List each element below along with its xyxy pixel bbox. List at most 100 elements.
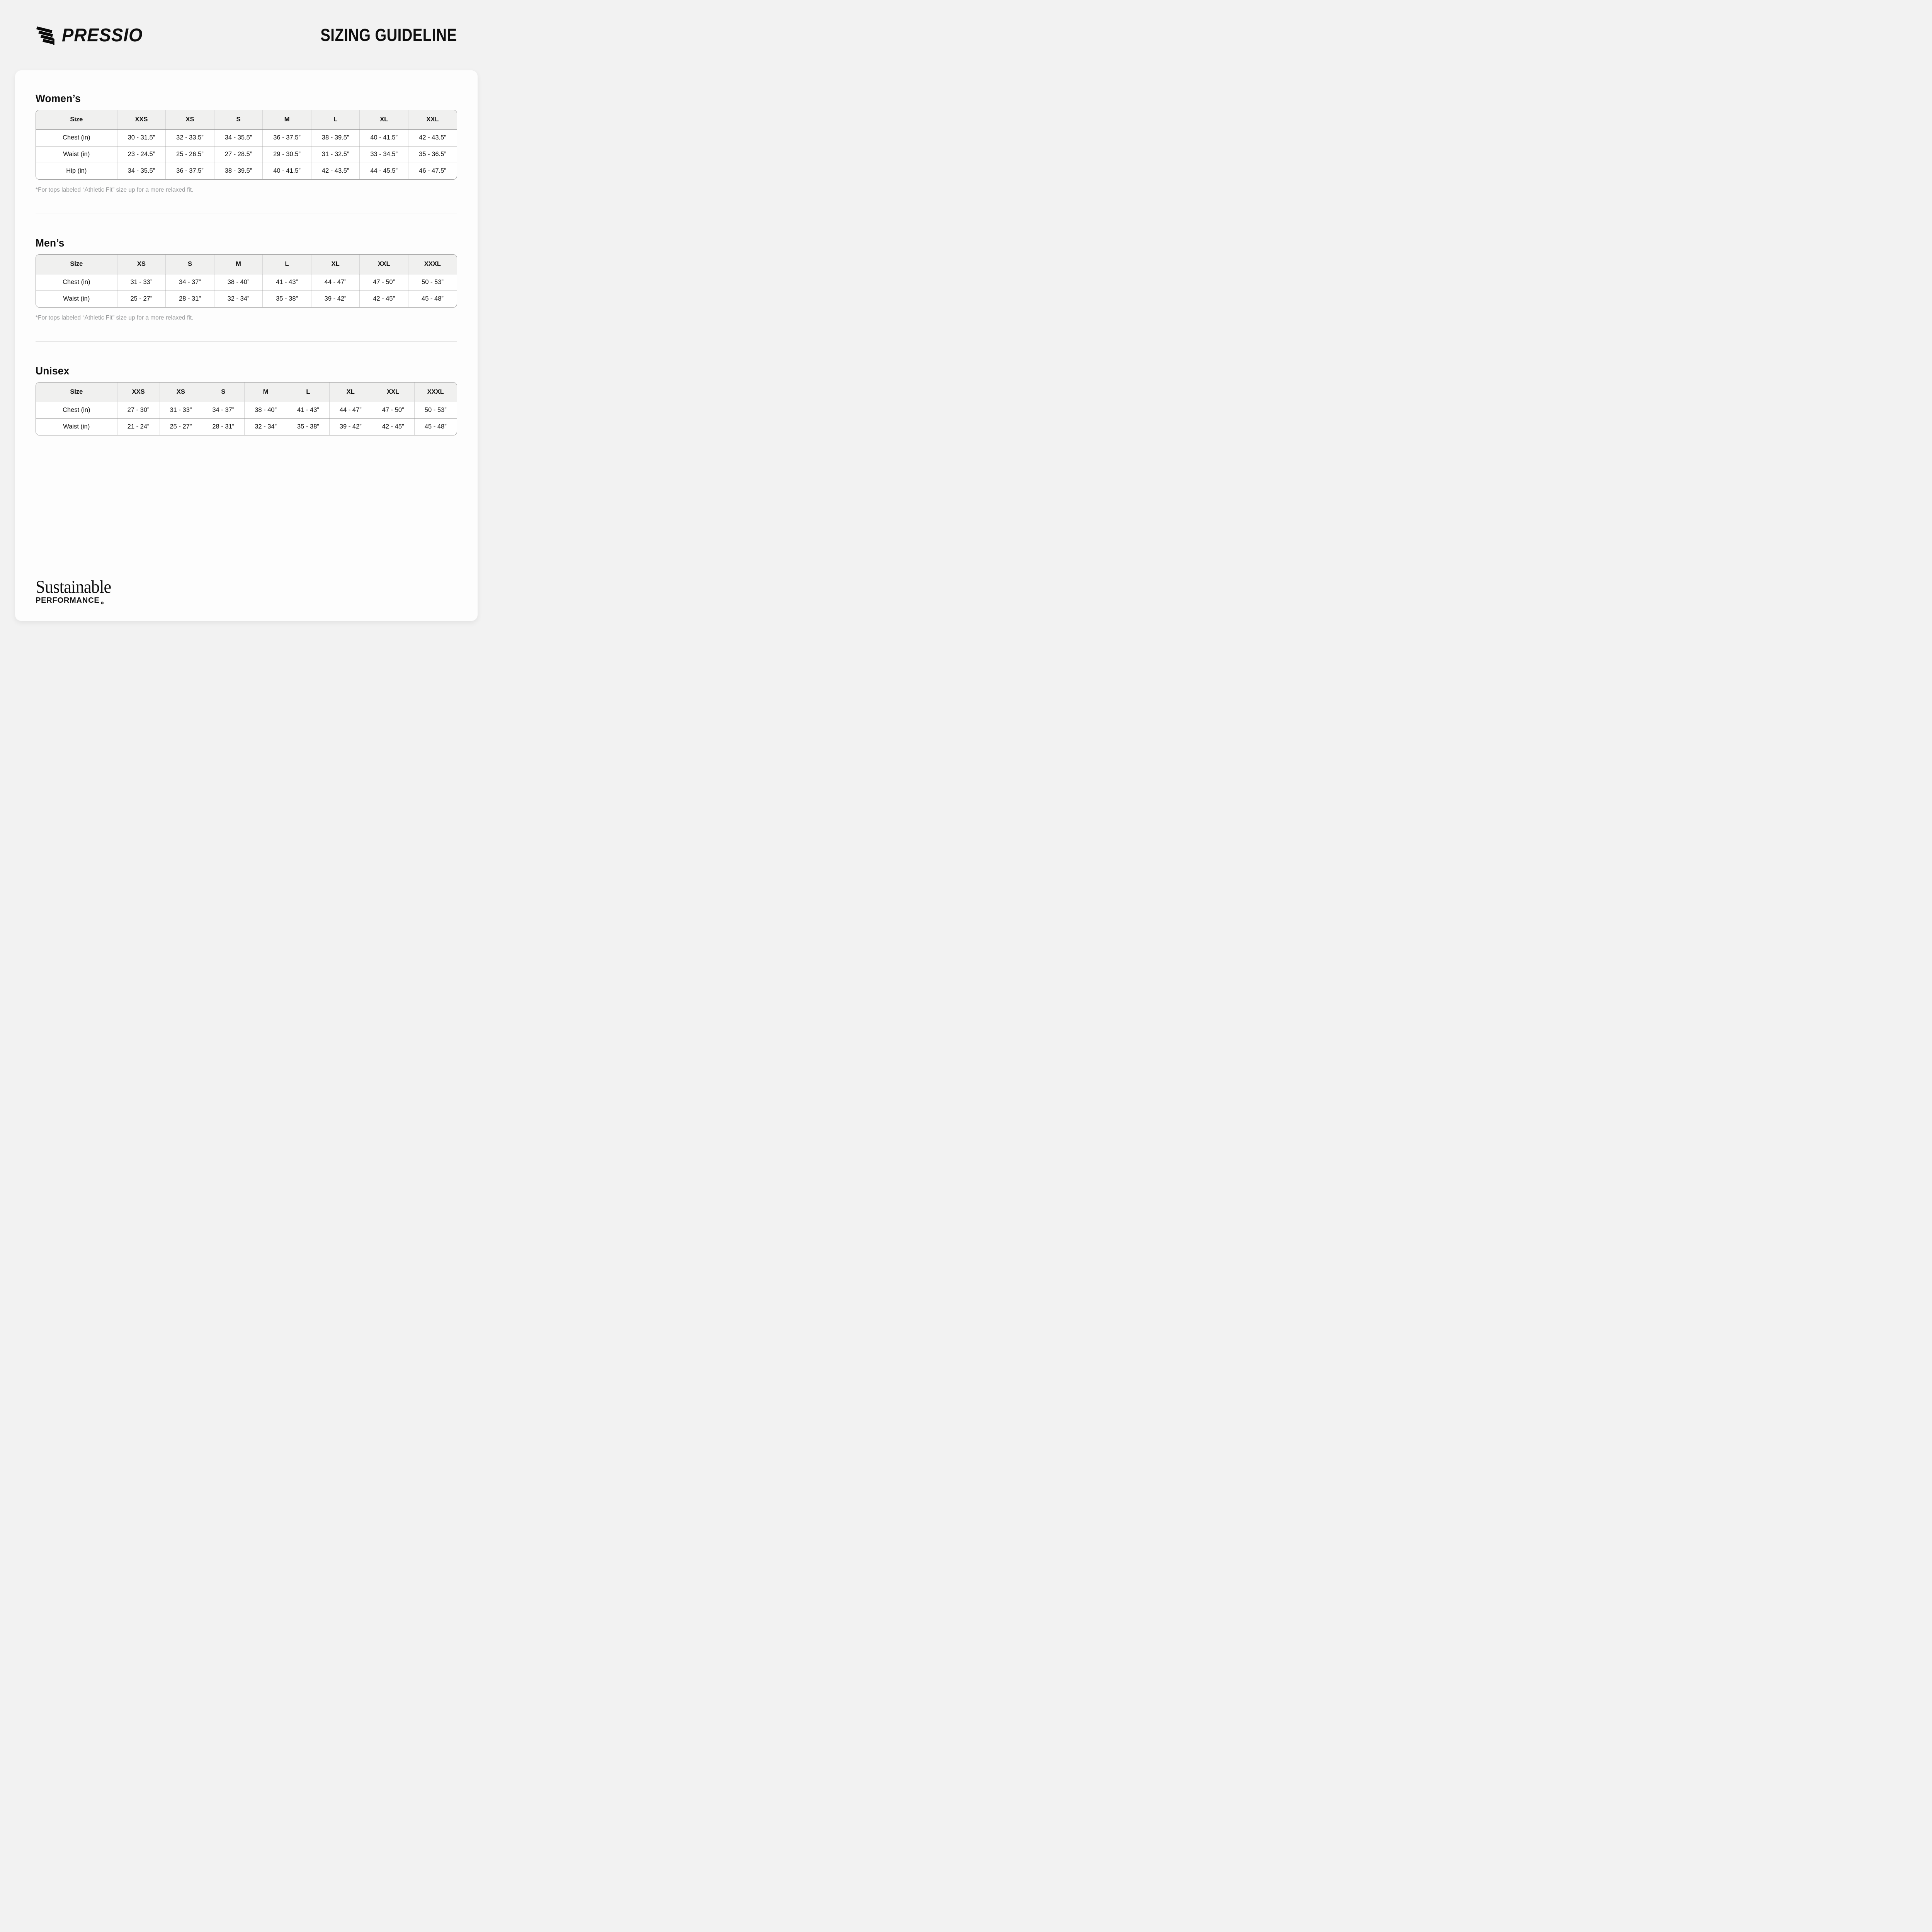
- table-row: Waist (in) 21 - 24” 25 - 27” 28 - 31” 32 - 3…: [36, 418, 457, 435]
- section-heading: Women’s: [36, 92, 81, 104]
- size-value: 28 - 31”: [202, 418, 245, 435]
- page-header: PRESSIO SIZING GUIDELINE: [0, 0, 493, 70]
- size-value: 32 - 34”: [214, 291, 263, 307]
- column-header: XXL: [408, 110, 457, 130]
- size-value: 25 - 27”: [160, 418, 202, 435]
- size-value: 25 - 27”: [117, 291, 166, 307]
- size-value: 34 - 35.5”: [214, 129, 263, 146]
- size-value: 44 - 45.5”: [359, 163, 408, 179]
- section-womens: Women’s Size XXS XS S M L XL XXL Chest (in) 30 - …: [36, 92, 457, 194]
- size-value: 50 - 53”: [414, 402, 457, 419]
- size-value: 42 - 43.5”: [311, 163, 360, 179]
- size-value: 35 - 38”: [287, 418, 330, 435]
- section-unisex: Unisex Size XXS XS S M L XL XXL XXXL Chest (in) 27…: [36, 364, 457, 435]
- size-value: 21 - 24”: [117, 418, 160, 435]
- circle-mark-icon: [101, 602, 104, 604]
- size-value: 30 - 31.5”: [117, 129, 166, 146]
- size-value: 42 - 45”: [372, 418, 415, 435]
- column-header: S: [202, 383, 245, 402]
- column-header: XS: [165, 110, 214, 130]
- column-header: XS: [160, 383, 202, 402]
- size-value: 35 - 38”: [262, 291, 311, 307]
- size-value: 35 - 36.5”: [408, 146, 457, 163]
- column-header: Size: [36, 383, 117, 402]
- sizing-table-mens: Size XS S M L XL XXL XXXL Chest (in) 31 - 33” 34 -…: [36, 254, 457, 308]
- size-value: 44 - 47”: [311, 274, 360, 291]
- column-header: Size: [36, 255, 117, 274]
- column-header: XXXL: [414, 383, 457, 402]
- size-value: 34 - 37”: [202, 402, 245, 419]
- footnote: *For tops labeled “Athletic Fit” size up…: [36, 187, 194, 193]
- size-value: 27 - 28.5”: [214, 146, 263, 163]
- table-row: Chest (in) 31 - 33” 34 - 37” 38 - 40” 41 - 4…: [36, 274, 457, 291]
- page-title: SIZING GUIDELINE: [320, 25, 457, 45]
- size-value: 25 - 26.5”: [165, 146, 214, 163]
- size-value: 47 - 50”: [372, 402, 415, 419]
- section-mens: Men’s Size XS S M L XL XXL XXXL Chest (in) 31 - 3…: [36, 236, 457, 322]
- size-value: 41 - 43”: [287, 402, 330, 419]
- sizing-table-unisex: Size XXS XS S M L XL XXL XXXL Chest (in) 27 - 30” 3…: [36, 382, 457, 435]
- sizing-table-womens: Size XXS XS S M L XL XXL Chest (in) 30 - 31.5” 32 …: [36, 110, 457, 180]
- size-value: 45 - 48”: [424, 423, 447, 430]
- column-header: M: [214, 255, 263, 274]
- row-label: Waist (in): [36, 291, 117, 307]
- row-label: Hip (in): [36, 163, 117, 179]
- column-header: Size: [36, 110, 117, 130]
- column-header: M: [244, 383, 287, 402]
- column-header: S: [214, 110, 263, 130]
- sizing-table: Size XXS XS S M L XL XXL Chest (in) 30 - 31.5” 32 …: [36, 110, 457, 179]
- footer-line2: PERFORMANCE: [36, 596, 100, 605]
- section-heading: Unisex: [36, 365, 70, 377]
- size-value: 31 - 32.5”: [311, 146, 360, 163]
- section-heading: Men’s: [36, 237, 65, 249]
- size-value: 50 - 53”: [408, 274, 457, 291]
- row-label: Chest (in): [36, 274, 117, 291]
- column-header: XXXL: [408, 255, 457, 274]
- size-value: 32 - 34”: [244, 418, 287, 435]
- row-label: Waist (in): [36, 418, 117, 435]
- row-label: Chest (in): [36, 129, 117, 146]
- table-row: Waist (in) 23 - 24.5” 25 - 26.5” 27 - 28.5”…: [36, 146, 457, 163]
- size-value: 33 - 34.5”: [359, 146, 408, 163]
- column-header: S: [165, 255, 214, 274]
- size-value: 41 - 43”: [262, 274, 311, 291]
- size-value: 28 - 31”: [165, 291, 214, 307]
- column-header: M: [262, 110, 311, 130]
- size-value: 46 - 47.5”: [419, 167, 446, 175]
- brand-logo: PRESSIO: [36, 25, 147, 46]
- pressio-wing-icon: [36, 25, 58, 46]
- size-value: 44 - 47”: [329, 402, 372, 419]
- column-header: XXS: [117, 110, 166, 130]
- size-value: 38 - 40”: [214, 274, 263, 291]
- size-value: 42 - 43.5”: [408, 129, 457, 146]
- size-value: 36 - 37.5”: [262, 129, 311, 146]
- size-value: 29 - 30.5”: [262, 146, 311, 163]
- column-header: XXL: [372, 383, 415, 402]
- column-header: XS: [117, 255, 166, 274]
- row-label: Chest (in): [36, 402, 117, 419]
- footnote: *For tops labeled “Athletic Fit” size up…: [36, 315, 194, 321]
- size-value: 38 - 40”: [244, 402, 287, 419]
- size-value: 31 - 33”: [160, 402, 202, 419]
- column-header: XL: [311, 255, 360, 274]
- size-value: 39 - 42”: [311, 291, 360, 307]
- column-header: XL: [329, 383, 372, 402]
- sizing-table: Size XXS XS S M L XL XXL XXXL Chest (in) 27 - 30” 3…: [36, 383, 457, 435]
- size-value: 23 - 24.5”: [117, 146, 166, 163]
- size-value: 38 - 39.5”: [214, 163, 263, 179]
- column-header: XXS: [117, 383, 160, 402]
- table-row: Chest (in) 27 - 30” 31 - 33” 34 - 37” 38 - 4…: [36, 402, 457, 419]
- sizing-table: Size XS S M L XL XXL XXXL Chest (in) 31 - 33” 34 -…: [36, 255, 457, 307]
- footer-logo: Sustainable PERFORMANCE: [36, 578, 457, 605]
- table-row: Waist (in) 25 - 27” 28 - 31” 32 - 34” 35 - 3…: [36, 291, 457, 307]
- size-value: 42 - 45”: [359, 291, 408, 307]
- table-row: Hip (in) 34 - 35.5” 36 - 37.5” 38 - 39.5” 40…: [36, 163, 457, 179]
- size-value: 31 - 33”: [117, 274, 166, 291]
- column-header: L: [287, 383, 330, 402]
- size-value: 34 - 35.5”: [117, 163, 166, 179]
- size-value: 32 - 33.5”: [165, 129, 214, 146]
- size-value: 39 - 42”: [329, 418, 372, 435]
- row-label: Waist (in): [36, 146, 117, 163]
- size-value: 40 - 41.5”: [359, 129, 408, 146]
- brand-name: PRESSIO: [62, 25, 143, 46]
